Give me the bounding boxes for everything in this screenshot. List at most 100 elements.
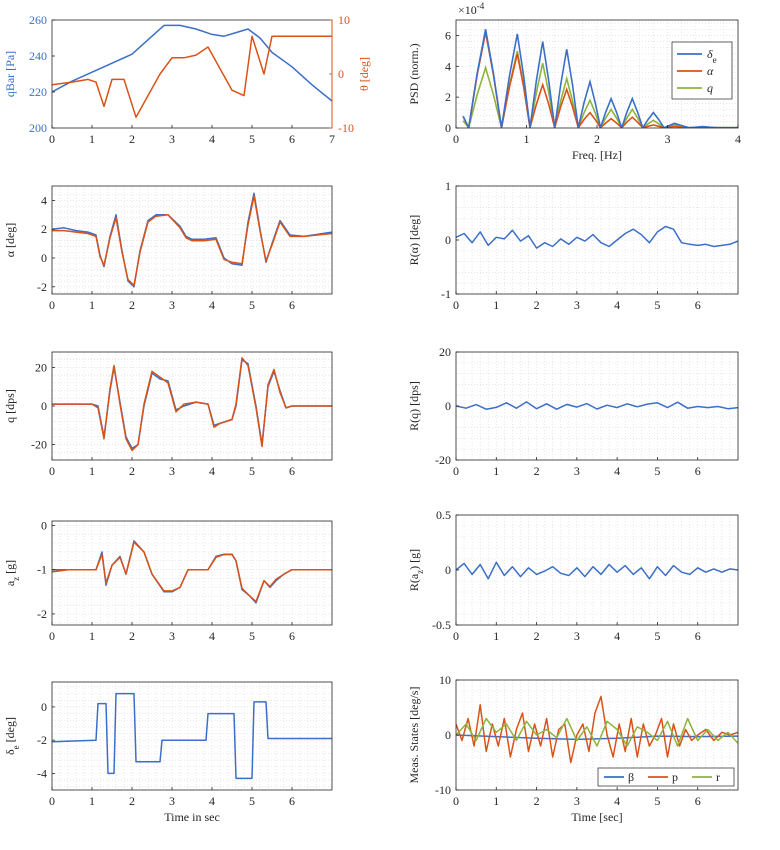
chart-delta-e: 0 1 2 3 4 5 6 -4 -2 0 δe [deg] Time in sec [3,681,333,824]
x-tick-label: 1 [493,629,499,643]
y-tick-label: -2 [37,607,47,621]
y-tick-label: 0 [445,563,451,577]
x-tick-label: 6 [289,794,295,808]
series-group [52,357,332,452]
x-tick-label: 3 [574,464,580,478]
x-tick-label: 2 [129,298,135,312]
x-tick-label: 1 [89,298,95,312]
y-tick-label: -20 [31,438,47,452]
x-tick-label: 0 [49,298,55,312]
x-tick-label: 5 [654,794,660,808]
x-tick-label: 4 [614,298,620,312]
x-axis-label: Time [sec] [571,810,622,824]
x-tick-label: 4 [614,629,620,643]
x-tick-label: 4 [209,464,215,478]
axes-frame [51,185,333,295]
x-tick-label: 5 [249,629,255,643]
x-tick-label: 1 [493,298,499,312]
y-axis-label: Meas. States [deg/s] [407,687,421,784]
x-tick-label: 4 [614,464,620,478]
y-axis-label: R(q) [dps] [407,381,421,431]
x-tick-label: 4 [209,298,215,312]
grid [455,351,739,461]
y-tick-label: 2 [445,90,451,104]
series-line [456,717,738,747]
y-tick-label: 240 [29,49,47,63]
x-tick-label: 3 [574,298,580,312]
series-group [52,540,332,604]
x-tick-label: 2 [594,132,600,146]
x-tick-label: 6 [289,132,295,146]
y-tick-label: 0 [445,399,451,413]
x-tick-label: 3 [169,794,175,808]
series-line [456,695,738,764]
x-tick-label: 6 [695,464,701,478]
y-tick-label: 1 [445,179,451,193]
x-tick-label: 0 [453,629,459,643]
x-tick-label: 1 [89,464,95,478]
x-tick-label: 6 [289,464,295,478]
x-tick-label: 2 [534,464,540,478]
x-tick-label: 4 [209,132,215,146]
y-tick-label: 220 [29,85,47,99]
chart-r-az: 0 1 2 3 4 5 6-0.500.5R(az) [g] [407,508,739,643]
y-right-tick-label: 10 [338,13,350,27]
y-axis-label: R(az) [g] [407,549,425,591]
x-tick-label: 0 [453,298,459,312]
x-tick-label: 6 [289,298,295,312]
series-line [52,357,332,452]
y-tick-label: 20 [439,345,451,359]
plot-area [52,521,332,625]
series-line [456,561,738,580]
series-line [52,195,332,287]
legend-entry: p [672,770,678,784]
x-tick-label: 2 [534,629,540,643]
chart-qbar-theta: 0 1 2 3 4 5 6 7 200 220 240 260 qBar [Pa] -10 0 10 θ [de… [3,13,371,146]
y-tick-label: 10 [439,673,451,687]
x-tick-label: 2 [534,794,540,808]
y-tick-label: 0 [41,700,47,714]
y-axis-label: az [g] [3,560,21,586]
y-tick-label: 0 [445,728,451,742]
y-tick-label: 4 [41,193,47,207]
x-tick-label: 5 [654,298,660,312]
x-tick-label: 1 [524,132,530,146]
y-tick-label: 0 [445,233,451,247]
x-tick-label: 4 [735,132,741,146]
series-group [456,561,738,580]
series-line [456,401,738,410]
y-tick-label: 2 [41,222,47,236]
x-tick-label: 2 [129,132,135,146]
y-tick-label: 200 [29,121,47,135]
axes-frame [51,681,333,791]
legend-entry: q [707,81,713,95]
y-tick-label: 0.5 [436,508,451,522]
x-tick-label: 5 [654,464,660,478]
y-tick-label: -1 [37,563,47,577]
series-line [52,24,332,102]
x-tick-label: 1 [89,794,95,808]
x-tick-label: 1 [89,132,95,146]
y-tick-label: 20 [35,360,47,374]
x-tick-label: 4 [209,629,215,643]
x-axis-label: Time in sec [164,810,220,824]
x-tick-label: 0 [49,794,55,808]
y-right-tick-label: 0 [338,67,344,81]
x-tick-label: 0 [453,132,459,146]
x-tick-label: 5 [654,629,660,643]
x-tick-label: 3 [169,464,175,478]
axes-frame [51,520,333,626]
y-tick-label: -10 [435,783,451,797]
y-tick-label: 0 [41,518,47,532]
y-axis-label: δe [deg] [3,717,21,755]
x-tick-label: 0 [49,464,55,478]
x-tick-label: 0 [49,132,55,146]
y-right-axis-label: θ [deg] [357,57,371,91]
x-tick-label: 2 [129,464,135,478]
